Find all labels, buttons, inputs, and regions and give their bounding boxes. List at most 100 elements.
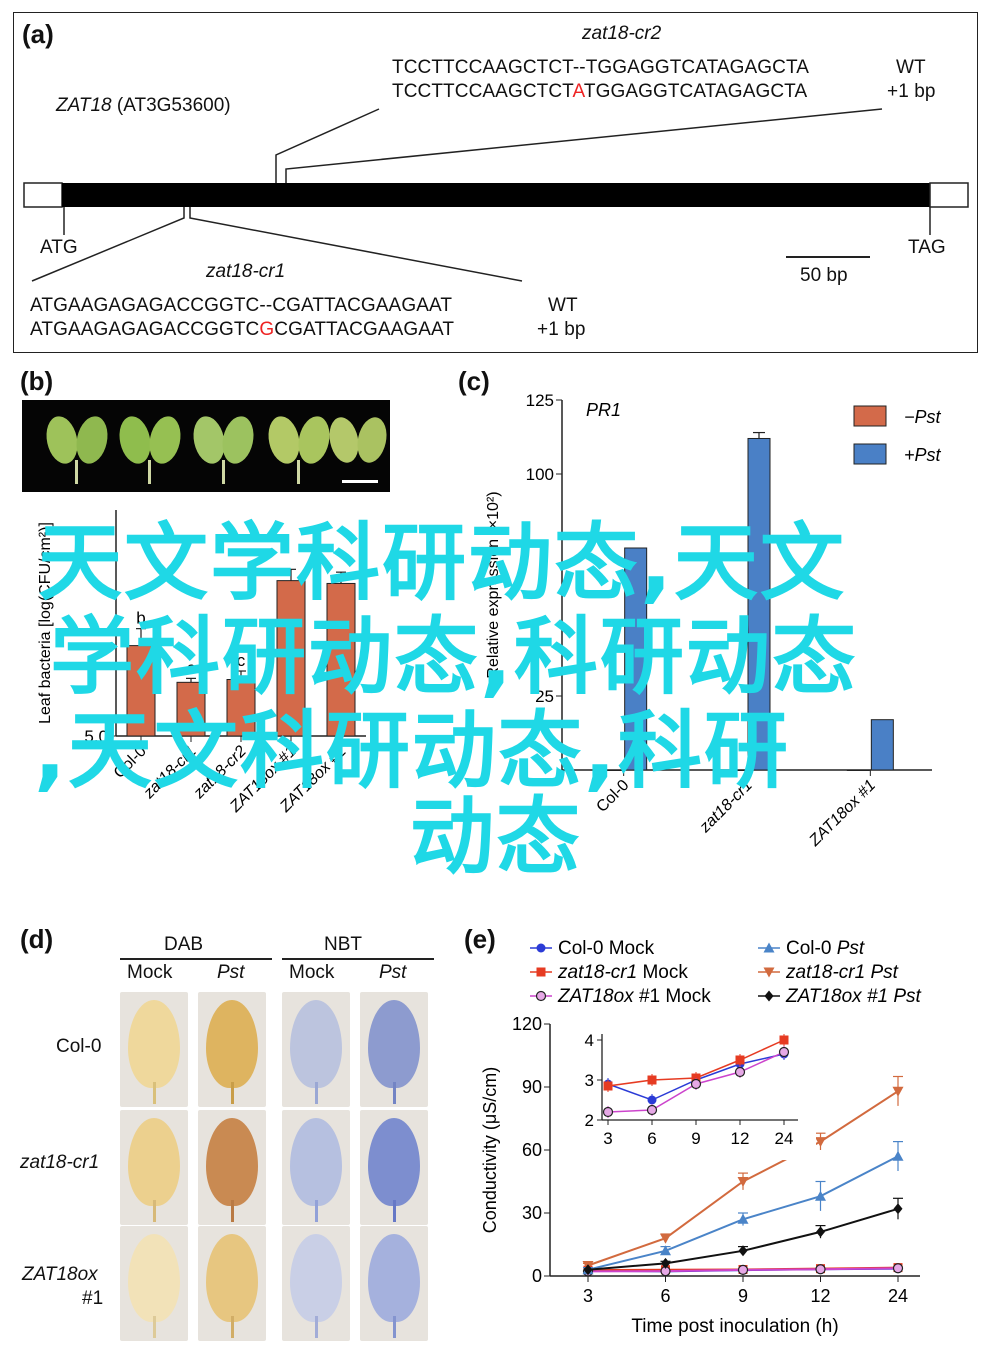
leaf-cr1-nbt-mock [282, 1110, 350, 1225]
col-header-nbt-pst: Pst [379, 962, 407, 983]
y-tick-label: 0 [532, 1266, 542, 1286]
point-zat18-cr1-pst [660, 1233, 671, 1244]
point-zat18ox-1-pst [738, 1245, 748, 1257]
inset-point-zat18-cr1-mock [735, 1055, 745, 1065]
point-zat18ox-1-pst [661, 1257, 670, 1269]
inset-x-tick-label: 6 [647, 1129, 656, 1148]
inset-point-zat18-cr1-mock [779, 1035, 789, 1045]
gene-utr-left [23, 182, 63, 208]
bar-col-0 [126, 645, 156, 737]
bar-zat18-cr1 [176, 681, 206, 737]
seedling-group-2 [119, 416, 181, 484]
leaf-cr1-dab-pst [198, 1110, 266, 1225]
cr2-name: zat18-cr2 [582, 23, 662, 44]
legend-swatch-0 [853, 405, 887, 427]
bar-col-0-0 [600, 769, 624, 771]
y-tick-label: 125 [526, 391, 554, 410]
point-zat18ox-1-mock [892, 1263, 904, 1274]
point-zat18ox-1-pst [583, 1264, 593, 1276]
watermark-line-3: ,天文科研动态,科研 [34, 702, 790, 800]
leaf-col0-nbt-mock [282, 992, 350, 1107]
cr2-mut-label: +1 bp [887, 81, 936, 102]
x-tick-label: 12 [810, 1286, 830, 1306]
nbt-header: NBT [324, 934, 362, 955]
watermark-line-2: 学科研动态,科研动态 [50, 608, 858, 706]
panel-b-label: (b) [20, 366, 54, 396]
gene-name: ZAT18 [56, 95, 112, 116]
seedling-group-3 [193, 416, 254, 484]
legend-marker-1 [536, 967, 546, 977]
panel-c-label: (c) [458, 366, 490, 396]
legend-label-0: −Pst [904, 407, 942, 427]
y-tick-label: 90 [522, 1077, 542, 1097]
photo-scale-bar [342, 480, 378, 483]
gene-utr-right [929, 182, 969, 208]
leaf-ox-dab-mock [120, 1226, 188, 1341]
row-label-zat18-cr1: zat18-cr1 [20, 1152, 100, 1173]
legend-marker-4 [763, 967, 775, 978]
inset-y-tick-label: 2 [585, 1111, 594, 1130]
inset-point-zat18ox-1-mock [602, 1106, 614, 1118]
seedling-photo [22, 400, 390, 492]
legend-label-5: ZAT18ox #1 Pst [785, 986, 922, 1007]
gene-cds [62, 183, 930, 207]
inset-point-zat18-cr1-mock [647, 1075, 657, 1085]
seedling-group-5 [329, 417, 387, 463]
chart-title: PR1 [586, 400, 621, 420]
x-tick-label: 6 [660, 1286, 670, 1306]
inset-point-zat18ox-1-mock [778, 1046, 790, 1058]
legend-marker-3 [763, 942, 775, 953]
col-header-nbt-mock: Mock [289, 962, 335, 983]
cr1-wt-sequence: ATGAAGAGAGACCGGTC--CGATTACGAAGAAT [30, 295, 453, 316]
x-tick-label: ZAT18ox #1 [806, 777, 880, 851]
x-tick-label: 24 [888, 1286, 908, 1306]
bar-zat18ox-1-0 [846, 769, 870, 771]
y-tick-label: 5.0 [84, 727, 108, 746]
inset-point-zat18ox-1-mock [646, 1104, 658, 1116]
col-header-dab-pst: Pst [217, 962, 245, 983]
inset-point-zat18ox-1-mock [734, 1066, 746, 1078]
inset-point-col-0-mock [647, 1095, 657, 1105]
bar-zat18ox-1-1 [870, 719, 894, 771]
x-tick-label: 9 [738, 1286, 748, 1306]
cr2-insertion: A [572, 81, 584, 102]
inset-point-zat18ox-1-mock [690, 1078, 702, 1090]
leaf-col0-dab-pst [198, 992, 266, 1107]
seedling-group-1 [46, 416, 108, 484]
panel-d-label: (d) [20, 924, 54, 954]
leaf-ox-dab-pst [198, 1226, 266, 1341]
point-zat18ox-1-pst [893, 1203, 903, 1215]
y-tick-label: 120 [512, 1014, 542, 1034]
start-codon-label: ATG [40, 237, 78, 258]
stop-codon-label: TAG [908, 237, 946, 258]
legend-label-2: ZAT18ox #1 Mock [557, 986, 711, 1007]
point-col-0-pst [892, 1150, 904, 1161]
watermark-line-4: 动态 [410, 788, 583, 886]
significance-letter: c [237, 651, 246, 670]
col-header-dab-mock: Mock [127, 962, 173, 983]
cr2-callout-right [285, 108, 883, 183]
panel-e-label: (e) [464, 924, 496, 954]
bar-zat18-cr1-1 [747, 437, 771, 771]
row-label-zat18ox: ZAT18ox [22, 1264, 98, 1285]
inset-x-tick-label: 3 [603, 1129, 612, 1148]
bar-col-0-1 [624, 547, 648, 771]
point-col-0-pst [660, 1245, 671, 1256]
y-tick-label: 100 [526, 465, 554, 484]
point-col-0-pst [815, 1190, 826, 1201]
cr1-mut-label: +1 bp [537, 319, 586, 340]
cr2-mut-sequence: TCCTTCCAAGCTCTATGGAGGTCATAGAGCTA [392, 81, 808, 102]
chart-c: 25 100 125 Relative expression (×10²) PR1 −Ps… [485, 391, 942, 851]
y-axis-label: Leaf bacteria [log(CFU/cm²)] [37, 522, 54, 724]
dab-header-line [120, 958, 272, 960]
x-axis-label: Time post inoculation (h) [631, 1316, 838, 1337]
cr2-wt-sequence: TCCTTCCAAGCTCT--TGGAGGTCATAGAGCTA [392, 57, 810, 78]
seedling-group-4 [268, 416, 330, 484]
leaf-cr1-nbt-pst [360, 1110, 428, 1225]
legend-label-1: +Pst [904, 445, 942, 465]
cr1-callout-right [189, 207, 523, 282]
inset-x-tick-label: 12 [731, 1129, 750, 1148]
watermark-line-1: 天文学科研动态,天文 [38, 514, 846, 612]
